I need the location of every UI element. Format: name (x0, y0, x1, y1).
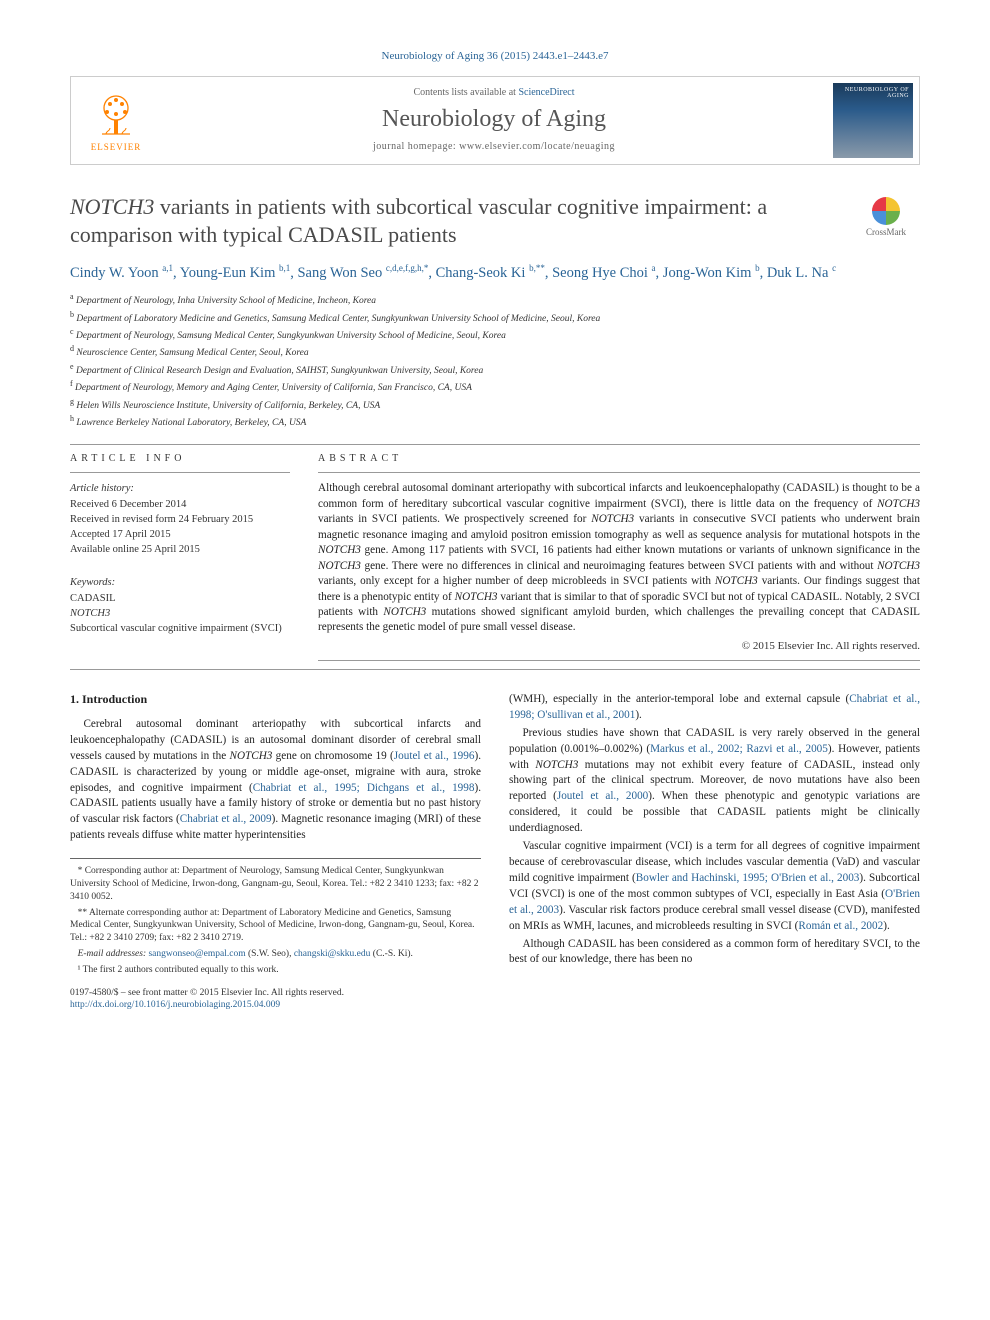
contents-line: Contents lists available at ScienceDirec… (169, 87, 819, 98)
crossmark-label: CrossMark (852, 227, 920, 237)
homepage-url[interactable]: www.elsevier.com/locate/neuaging (459, 141, 615, 152)
doi-link[interactable]: http://dx.doi.org/10.1016/j.neurobiolagi… (70, 1000, 280, 1010)
corresponding-author-2: ** Alternate corresponding author at: De… (70, 907, 481, 945)
history-online: Available online 25 April 2015 (70, 542, 290, 557)
corresponding-author-1: * Corresponding author at: Department of… (70, 865, 481, 903)
email-link[interactable]: sangwonseo@empal.com (148, 949, 245, 959)
body-column-left: 1. Introduction Cerebral autosomal domin… (70, 692, 481, 1012)
body-paragraph: Although CADASIL has been considered as … (509, 937, 920, 969)
sciencedirect-link[interactable]: ScienceDirect (518, 87, 574, 98)
history-received: Received 6 December 2014 (70, 497, 290, 512)
body-paragraph: Vascular cognitive impairment (VCI) is a… (509, 839, 920, 934)
keyword-item: Subcortical vascular cognitive impairmen… (70, 621, 290, 636)
elsevier-logo[interactable]: ELSEVIER (71, 77, 161, 164)
affiliation-item: c Department of Neurology, Samsung Medic… (70, 326, 920, 343)
keyword-item: CADASIL (70, 591, 290, 606)
article-history: Article history: Received 6 December 201… (70, 481, 290, 557)
citation-link[interactable]: Bowler and Hachinski, 1995; O'Brien et a… (636, 872, 860, 884)
crossmark-icon (872, 197, 900, 225)
citation-link[interactable]: Markus et al., 2002; Razvi et al., 2005 (650, 743, 828, 755)
article-info-heading: ARTICLE INFO (70, 453, 290, 464)
affiliations-list: a Department of Neurology, Inha Universi… (70, 291, 920, 430)
affiliation-item: g Helen Wills Neuroscience Institute, Un… (70, 396, 920, 413)
journal-ref-link[interactable]: Neurobiology of Aging 36 (2015) 2443.e1–… (382, 50, 609, 62)
cover-title: NEUROBIOLOGY OF AGING (833, 83, 913, 103)
citation-link[interactable]: Chabriat et al., 2009 (180, 813, 272, 825)
affiliation-item: a Department of Neurology, Inha Universi… (70, 291, 920, 308)
journal-reference: Neurobiology of Aging 36 (2015) 2443.e1–… (70, 50, 920, 62)
body-paragraph: Cerebral autosomal dominant arteriopathy… (70, 717, 481, 844)
affiliation-item: b Department of Laboratory Medicine and … (70, 309, 920, 326)
authors-list: Cindy W. Yoon a,1, Young-Eun Kim b,1, Sa… (70, 262, 920, 283)
elsevier-label: ELSEVIER (91, 142, 142, 152)
citation-link[interactable]: Joutel et al., 2000 (557, 790, 648, 802)
history-revised: Received in revised form 24 February 201… (70, 512, 290, 527)
article-title: NOTCH3 variants in patients with subcort… (70, 193, 920, 248)
body-column-right: (WMH), especially in the anterior-tempor… (509, 692, 920, 1012)
affiliation-item: h Lawrence Berkeley National Laboratory,… (70, 413, 920, 430)
journal-header-center: Contents lists available at ScienceDirec… (161, 77, 827, 164)
footnotes: * Corresponding author at: Department of… (70, 858, 481, 977)
copyright: © 2015 Elsevier Inc. All rights reserved… (318, 640, 920, 652)
body-paragraph: Previous studies have shown that CADASIL… (509, 726, 920, 837)
intro-heading: 1. Introduction (70, 692, 481, 707)
keywords-block: Keywords: CADASILNOTCH3Subcortical vascu… (70, 575, 290, 636)
keyword-item: NOTCH3 (70, 606, 290, 621)
front-matter-line: 0197-4580/$ – see front matter © 2015 El… (70, 987, 481, 1000)
elsevier-tree-icon (92, 90, 140, 138)
author-contribution-note: ¹ The first 2 authors contributed equall… (70, 964, 481, 977)
page-footer: 0197-4580/$ – see front matter © 2015 El… (70, 987, 481, 1013)
divider (318, 472, 920, 473)
journal-cover-thumbnail: NEUROBIOLOGY OF AGING (833, 83, 913, 158)
affiliation-item: f Department of Neurology, Memory and Ag… (70, 378, 920, 395)
email-addresses: E-mail addresses: sangwonseo@empal.com (… (70, 948, 481, 961)
affiliation-item: d Neuroscience Center, Samsung Medical C… (70, 343, 920, 360)
article-info-column: ARTICLE INFO Article history: Received 6… (70, 453, 290, 669)
abstract-column: ABSTRACT Although cerebral autosomal dom… (318, 453, 920, 669)
citation-link[interactable]: Chabriat et al., 1995; Dichgans et al., … (253, 782, 475, 794)
journal-name: Neurobiology of Aging (169, 106, 819, 133)
journal-homepage: journal homepage: www.elsevier.com/locat… (169, 141, 819, 152)
abstract-heading: ABSTRACT (318, 453, 920, 464)
citation-link[interactable]: Joutel et al., 1996 (394, 750, 475, 762)
divider (70, 444, 920, 445)
journal-header-box: ELSEVIER Contents lists available at Sci… (70, 76, 920, 165)
divider (70, 669, 920, 670)
divider (318, 660, 920, 661)
abstract-text: Although cerebral autosomal dominant art… (318, 481, 920, 636)
body-paragraph: (WMH), especially in the anterior-tempor… (509, 692, 920, 724)
divider (70, 472, 290, 473)
body-columns: 1. Introduction Cerebral autosomal domin… (70, 692, 920, 1012)
citation-link[interactable]: Román et al., 2002 (798, 920, 883, 932)
crossmark-badge[interactable]: CrossMark (852, 197, 920, 237)
history-accepted: Accepted 17 April 2015 (70, 527, 290, 542)
affiliation-item: e Department of Clinical Research Design… (70, 361, 920, 378)
email-link[interactable]: changski@skku.edu (294, 949, 371, 959)
